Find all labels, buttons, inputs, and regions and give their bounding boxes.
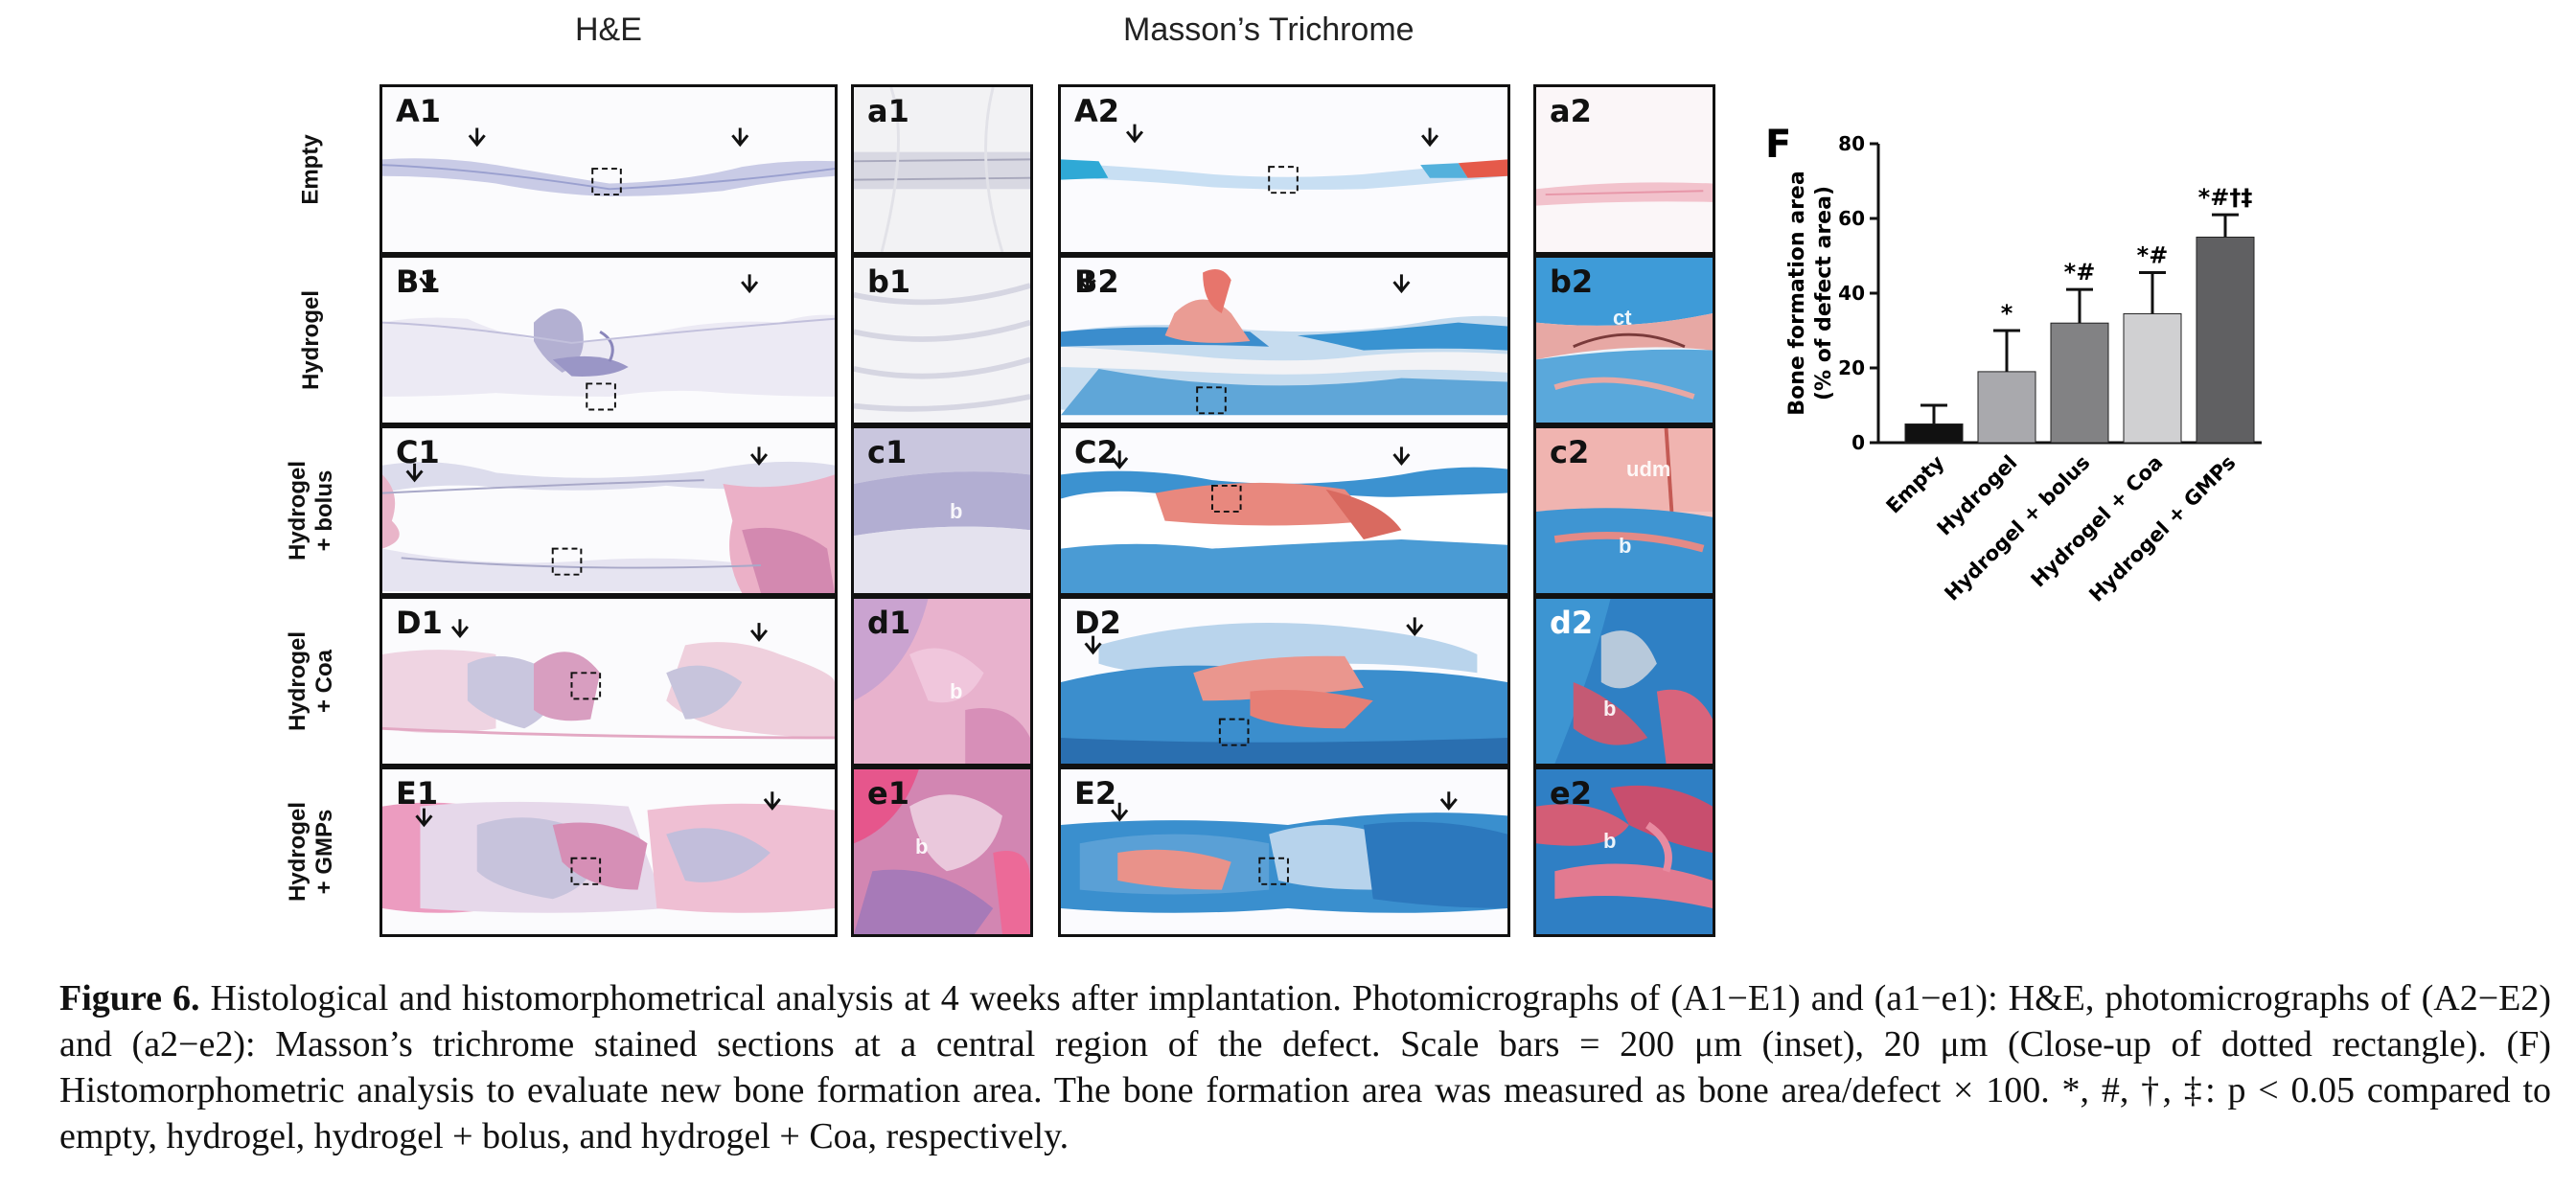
row-label-line: Hydrogel [298, 289, 325, 391]
panel-label: e2 [1550, 775, 1592, 812]
inset-annotation: b [950, 679, 963, 703]
caption-text: Histological and histomorphometrical ana… [59, 978, 2552, 1156]
inset-annotation: b [1603, 697, 1617, 721]
category-label: Hydrogel + bolus [1940, 451, 2094, 606]
panel-he-empty: A1 [380, 84, 838, 255]
category-label: Hydrogel + GMPs [2084, 451, 2240, 606]
y-axis-label: Bone formation area [1785, 171, 1809, 415]
panel-mt-inset-hydrogel-bolus: c2 udm b [1533, 425, 1715, 596]
panel-label: a2 [1550, 93, 1592, 129]
significance-label: *# [2137, 242, 2169, 269]
y-tick-label: 0 [1852, 431, 1865, 454]
panel-mt-inset-hydrogel: b2 ct [1533, 255, 1715, 425]
panel-mt-inset-hydrogel-gmps: e2 b [1533, 767, 1715, 937]
panel-label: C1 [396, 434, 440, 470]
panel-label: c2 [1550, 434, 1590, 470]
row-label-line: + GMPs [311, 809, 338, 895]
panel-label: A1 [396, 93, 442, 129]
panel-label: B1 [396, 263, 441, 300]
panel-mt-inset-hydrogel-coa: d2 b [1533, 596, 1715, 767]
panel-he-hydrogel-coa: D1 [380, 596, 838, 767]
y-axis-label: (% of defect area) [1812, 186, 1836, 400]
caption-label: Figure 6. [59, 978, 200, 1018]
significance-label: *# [2064, 259, 2096, 286]
panel-label: C2 [1074, 434, 1118, 470]
panel-mt-hydrogel-bolus: C2 [1058, 425, 1510, 596]
panel-he-hydrogel: B1 [380, 255, 838, 425]
significance-label: * [2001, 300, 2013, 327]
panel-mt-hydrogel: B2 [1058, 255, 1510, 425]
category-label: Hydrogel + Coa [2027, 451, 2168, 592]
y-tick-label: 40 [1838, 282, 1865, 305]
panel-label: d2 [1550, 605, 1594, 641]
bone-formation-chart: F 0 20 40 60 80 Bone formation area (% of defec… [1744, 115, 2281, 632]
panel-mt-inset-empty: a2 [1533, 84, 1715, 255]
row-label-line: Hydrogel [285, 460, 311, 561]
inset-annotation: udm [1626, 457, 1671, 481]
row-label-line: Hydrogel [285, 630, 311, 732]
inset-annotation: b [1619, 534, 1632, 558]
panel-he-hydrogel-bolus: C1 [380, 425, 838, 596]
chart-svg: F 0 20 40 60 80 Bone formation area (% of defec… [1765, 123, 2262, 606]
y-tick-label: 20 [1838, 356, 1865, 379]
panel-label: c1 [867, 434, 908, 470]
row-label-empty: Empty [278, 84, 345, 255]
panel-he-inset-hydrogel-gmps: e1 b [851, 767, 1033, 937]
panel-he-inset-hydrogel: b1 [851, 255, 1033, 425]
row-label-hydrogel: Hydrogel [278, 255, 345, 425]
panel-label: D2 [1074, 605, 1121, 641]
panel-label: b2 [1550, 263, 1594, 300]
row-label-hydrogel-coa: Hydrogel + Coa [278, 596, 345, 767]
row-label-line: + Coa [311, 649, 338, 714]
bar [1977, 371, 2036, 444]
figure-caption: Figure 6. Histological and histomorphome… [59, 975, 2551, 1159]
he-column-title: H&E [575, 11, 642, 48]
inset-annotation: b [1603, 829, 1617, 853]
inset-annotation: ct [1613, 306, 1632, 330]
y-tick-label: 80 [1838, 132, 1865, 155]
panel-label: A2 [1074, 93, 1120, 129]
chart-panel-label: F [1765, 123, 1791, 167]
panel-label: e1 [867, 775, 909, 812]
panel-he-inset-empty: a1 [851, 84, 1033, 255]
panel-label: d1 [867, 605, 911, 641]
bar [2196, 237, 2255, 444]
category-label: Empty [1882, 450, 1949, 517]
inset-annotation: b [915, 835, 929, 858]
panel-mt-empty: A2 [1058, 84, 1510, 255]
panel-label: a1 [867, 93, 909, 129]
row-label-line: + bolus [311, 469, 338, 552]
bar [2123, 312, 2182, 444]
panel-he-inset-hydrogel-coa: d1 b [851, 596, 1033, 767]
row-label-hydrogel-gmps: Hydrogel + GMPs [278, 767, 345, 937]
inset-annotation: b [950, 499, 963, 523]
panel-label: E1 [396, 775, 439, 812]
bar [1904, 423, 1964, 444]
panel-label: D1 [396, 605, 443, 641]
row-label-hydrogel-bolus: Hydrogel + bolus [278, 425, 345, 596]
panel-he-inset-hydrogel-bolus: c1 b [851, 425, 1033, 596]
bar [2050, 322, 2109, 444]
panel-he-hydrogel-gmps: E1 [380, 767, 838, 937]
panel-label: B2 [1074, 263, 1119, 300]
panel-label: E2 [1074, 775, 1117, 812]
panel-label: b1 [867, 263, 911, 300]
masson-column-title: Masson’s Trichrome [1123, 11, 1414, 48]
panel-mt-hydrogel-coa: D2 [1058, 596, 1510, 767]
significance-label: *#†‡ [2198, 184, 2253, 211]
panel-mt-hydrogel-gmps: E2 [1058, 767, 1510, 937]
row-label-line: Hydrogel [285, 801, 311, 903]
row-label-line: Empty [298, 134, 325, 205]
y-tick-label: 60 [1838, 207, 1865, 230]
